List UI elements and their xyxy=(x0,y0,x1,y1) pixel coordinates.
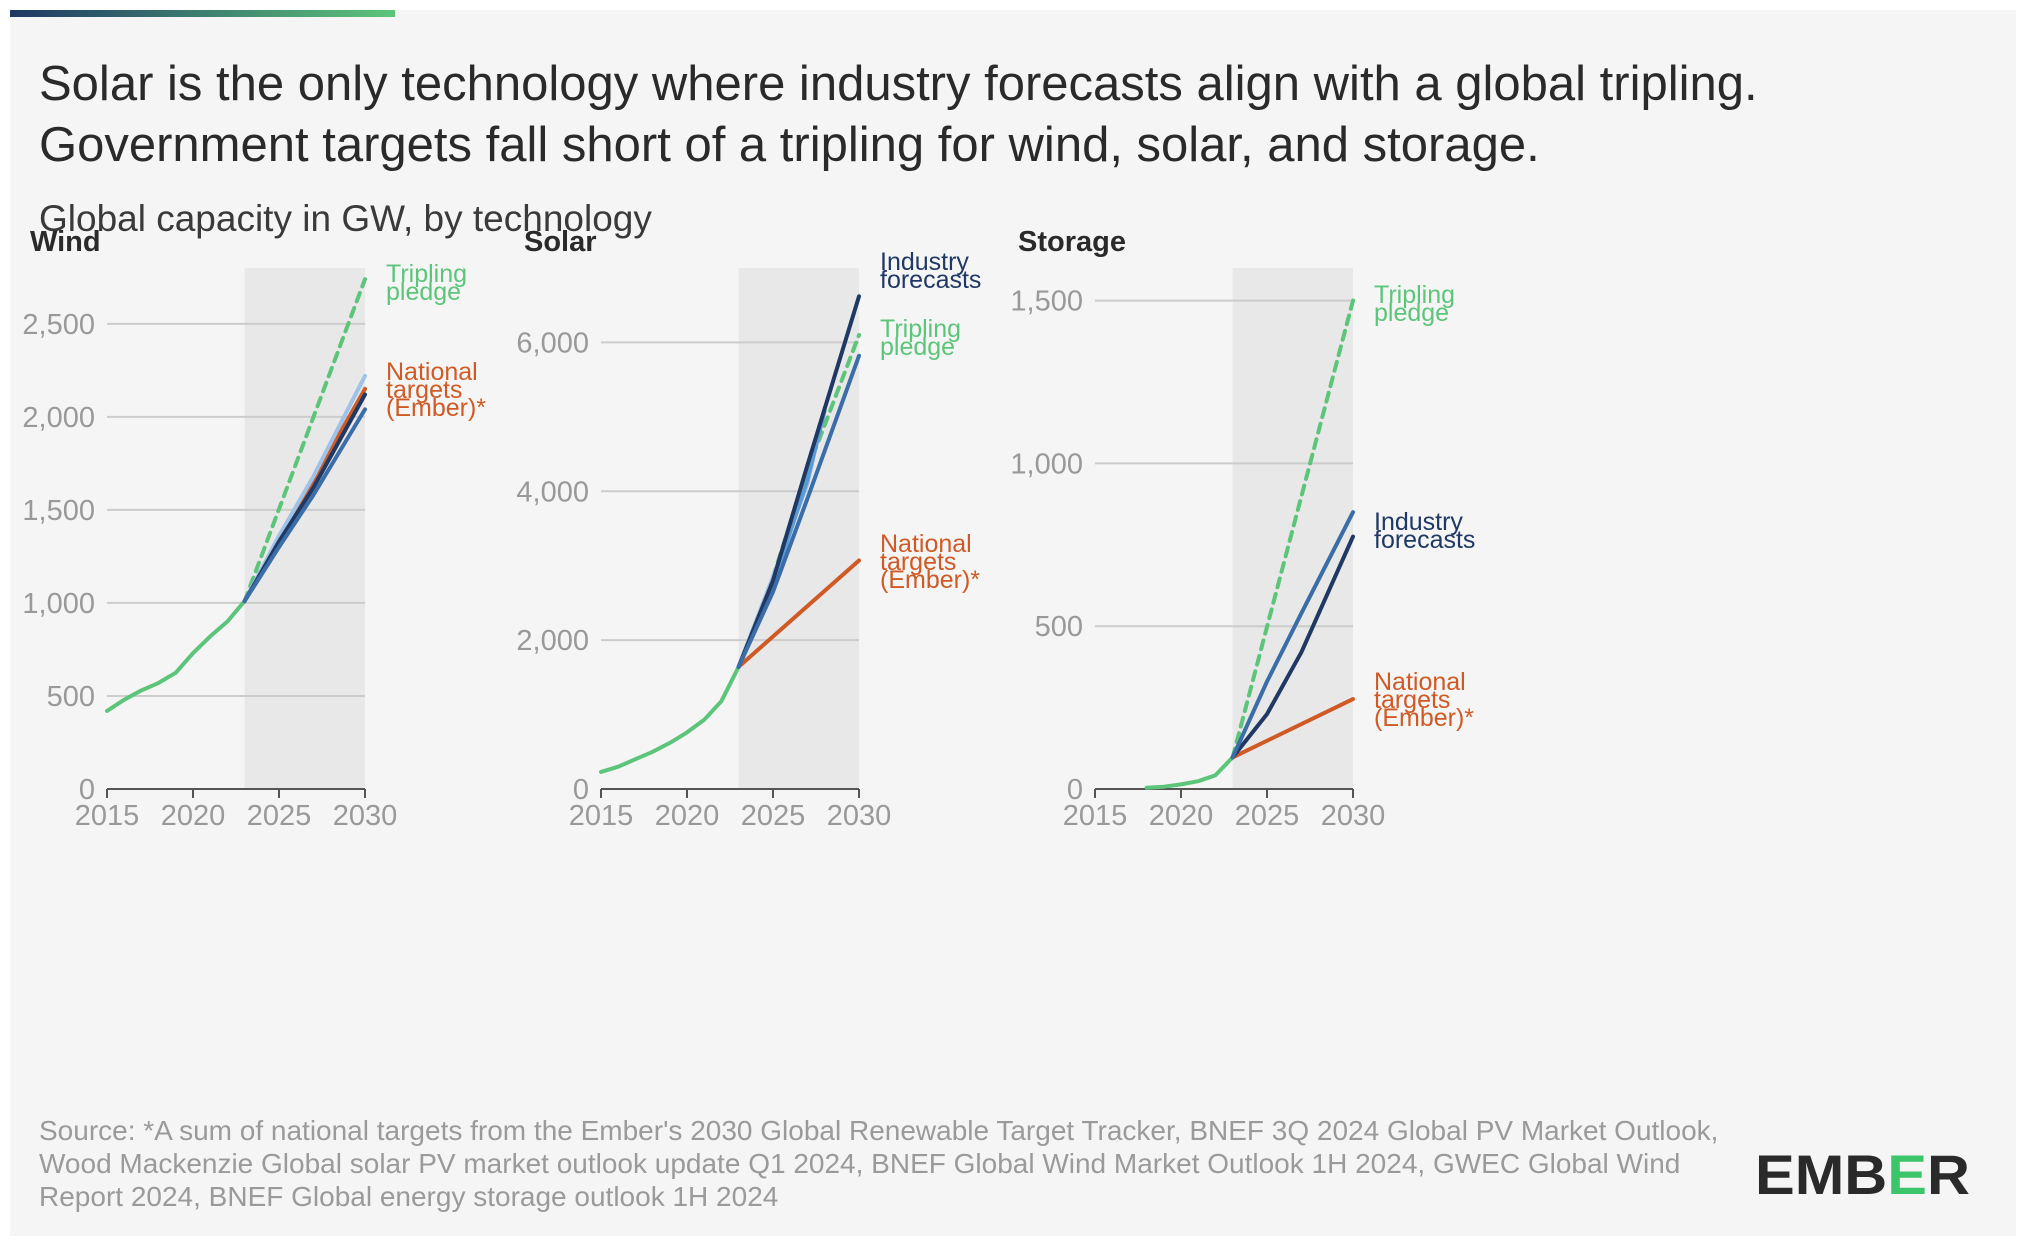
storage-x-tick-label: 2030 xyxy=(1321,800,1386,832)
source-note: Source: *A sum of national targets from … xyxy=(39,1115,1719,1212)
solar-annotation-line: National xyxy=(880,530,972,558)
ember-logo: EMB ER xyxy=(1755,1148,1970,1202)
wind-annotation-line: National xyxy=(386,358,478,386)
wind-annotation-line: pledge xyxy=(386,278,461,306)
storage-y-tick-label: 0 xyxy=(1067,774,1083,806)
solar-series-line-1 xyxy=(599,664,741,774)
wind-x-tick-label: 2025 xyxy=(247,800,312,832)
storage-annotation-3: National targets (Ember)* xyxy=(1374,668,1474,732)
storage-forecast-band xyxy=(1232,268,1353,789)
wind-annotation-1: Tripling pledge xyxy=(386,260,467,306)
storage-panel: 0 500 1,000 1,500 2015 2020 2025 2030 Storage Tri… xyxy=(1010,226,1475,832)
wind-panel: 0 500 1,000 1,500 2,000 2,500 2015 2020 2025 2030… xyxy=(22,226,486,832)
storage-series-line-5 xyxy=(1230,510,1355,760)
storage-x-tick-label: 2015 xyxy=(1063,800,1128,832)
storage-annotation-line: targets xyxy=(1374,686,1450,714)
storage-series-line-3 xyxy=(1230,697,1355,760)
wind-y-tick-label: 500 xyxy=(47,681,95,713)
solar-panel-title: Solar xyxy=(524,226,597,258)
storage-x-tick-label: 2025 xyxy=(1235,800,1300,832)
storage-y-tick-label: 500 xyxy=(1035,611,1083,643)
storage-y-tick-label: 1,000 xyxy=(1010,448,1083,480)
solar-forecast-band xyxy=(738,268,859,789)
storage-y-tick-label: 1,500 xyxy=(1010,286,1083,318)
solar-annotation-2: Tripling pledge xyxy=(880,315,961,361)
wind-y-tick-label: 0 xyxy=(79,774,95,806)
solar-x-tick-label: 2025 xyxy=(741,800,806,832)
wind-annotation-2: National targets (Ember)* xyxy=(386,358,486,422)
storage-panel-title: Storage xyxy=(1018,226,1126,258)
solar-annotation-1: Industry forecasts xyxy=(880,248,981,294)
storage-annotation-line: Industry xyxy=(1374,508,1463,536)
chart-subtitle: Global capacity in GW, by technology xyxy=(39,198,652,239)
solar-y-tick-label: 2,000 xyxy=(516,625,589,657)
top-accent-bar xyxy=(10,10,395,17)
solar-series-line-6 xyxy=(736,294,861,669)
storage-annotation-line: pledge xyxy=(1374,299,1449,327)
solar-annotation-3: National targets (Ember)* xyxy=(880,530,980,594)
wind-series-line-1 xyxy=(105,599,247,713)
wind-y-tick-label: 2,500 xyxy=(22,309,95,341)
wind-panel-title: Wind xyxy=(30,226,101,258)
solar-annotation-line: forecasts xyxy=(880,266,981,294)
solar-annotation-line: (Ember)* xyxy=(880,566,980,594)
solar-y-tick-label: 6,000 xyxy=(516,327,589,359)
solar-annotation-line: targets xyxy=(880,548,956,576)
wind-x-tick-label: 2020 xyxy=(161,800,226,832)
storage-annotation-line: (Ember)* xyxy=(1374,704,1474,732)
wind-x-tick-label: 2015 xyxy=(75,800,140,832)
solar-x-tick-label: 2020 xyxy=(655,800,720,832)
solar-x-tick-label: 2030 xyxy=(827,800,892,832)
storage-series-line-2 xyxy=(1230,298,1355,760)
storage-annotation-1: Tripling pledge xyxy=(1374,281,1455,327)
wind-series-line-2 xyxy=(242,277,367,604)
solar-panel: 0 2,000 4,000 6,000 2015 2020 2025 2030 Solar Ind… xyxy=(516,226,981,832)
wind-annotation-line: Tripling xyxy=(386,260,467,288)
wind-y-tick-label: 1,500 xyxy=(22,495,95,527)
wind-annotation-line: targets xyxy=(386,376,462,404)
wind-forecast-band xyxy=(244,268,365,789)
small-multiples-charts: 0 500 1,000 1,500 2,000 2,500 2015 2020 2025 2030… xyxy=(22,226,1475,832)
storage-series-line-1 xyxy=(1144,755,1235,790)
storage-annotation-line: forecasts xyxy=(1374,526,1475,554)
storage-annotation-line: National xyxy=(1374,668,1466,696)
storage-annotation-2: Industry forecasts xyxy=(1374,508,1475,554)
solar-y-tick-label: 0 xyxy=(573,774,589,806)
chart-title: Solar is the only technology where indus… xyxy=(39,57,1758,172)
solar-x-tick-label: 2015 xyxy=(569,800,634,832)
wind-annotation-line: (Ember)* xyxy=(386,394,486,422)
chart-card: Solar is the only technology where indus… xyxy=(10,10,2016,1236)
storage-series-line-4 xyxy=(1230,534,1355,760)
wind-y-tick-label: 1,000 xyxy=(22,588,95,620)
storage-x-tick-label: 2020 xyxy=(1149,800,1214,832)
solar-series-line-3 xyxy=(736,558,861,669)
wind-y-tick-label: 2,000 xyxy=(22,402,95,434)
solar-y-tick-label: 4,000 xyxy=(516,476,589,508)
wind-series-line-6 xyxy=(242,407,367,604)
solar-annotation-line: Tripling xyxy=(880,315,961,343)
solar-annotation-line: Industry xyxy=(880,248,969,276)
solar-annotation-line: pledge xyxy=(880,333,955,361)
wind-x-tick-label: 2030 xyxy=(333,800,398,832)
storage-annotation-line: Tripling xyxy=(1374,281,1455,309)
solar-series-line-7 xyxy=(736,353,861,669)
